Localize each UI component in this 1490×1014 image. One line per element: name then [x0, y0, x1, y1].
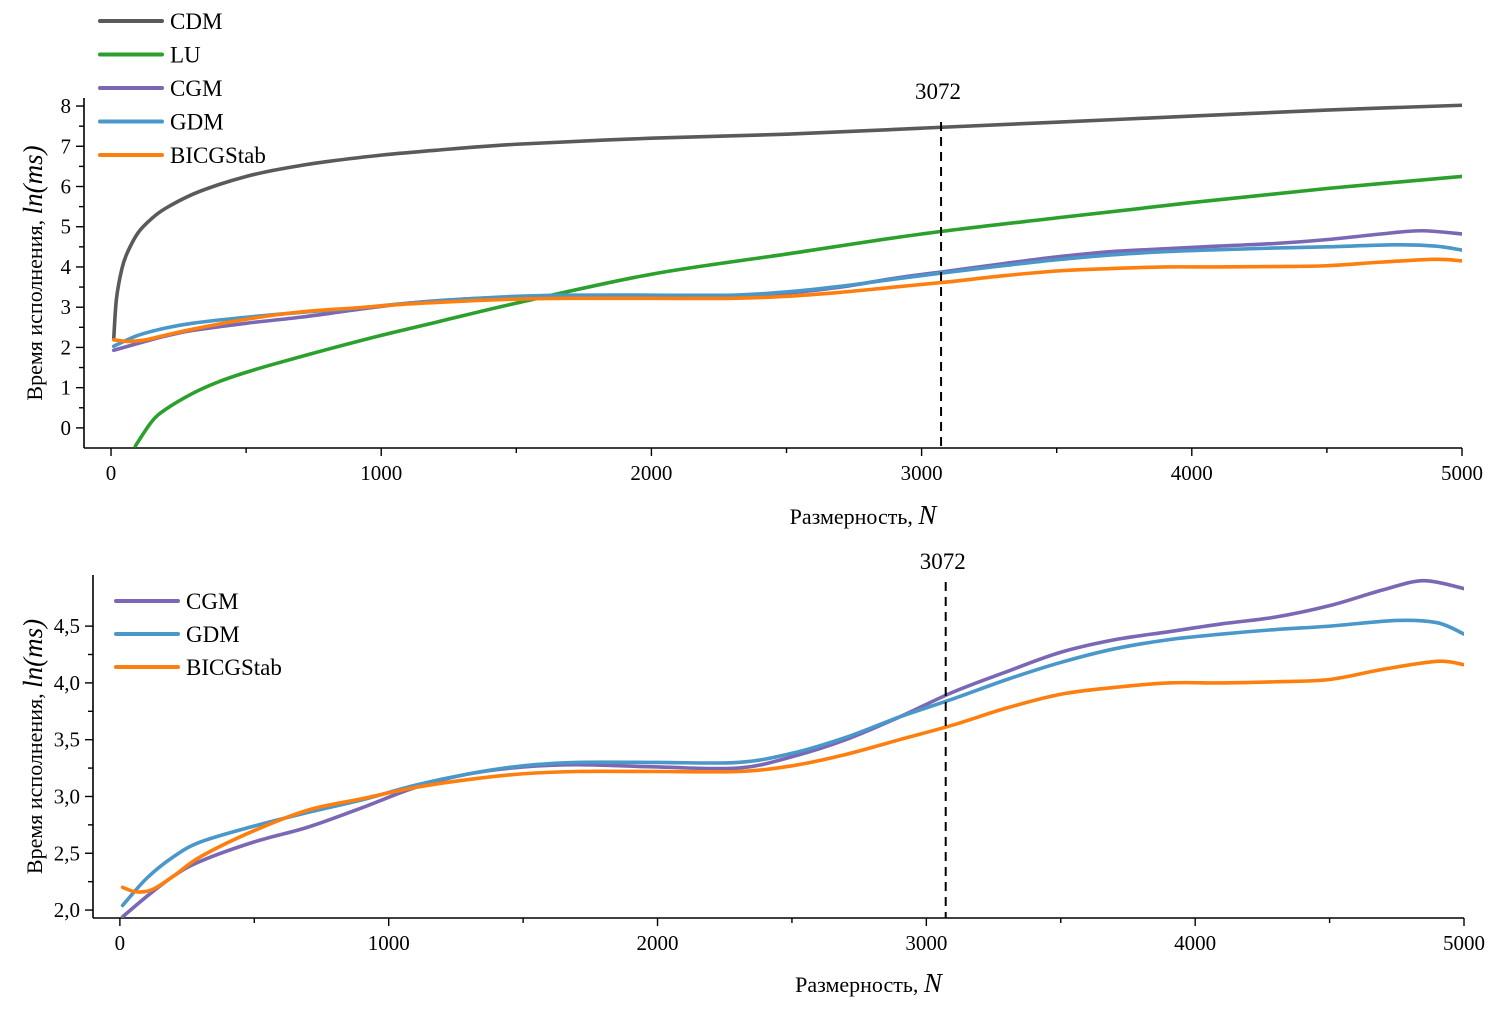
y-axis-title: Время исполнения, ln(ms)	[18, 619, 48, 874]
y-tick-label: 2,5	[54, 841, 80, 865]
x-tick-label: 1000	[360, 461, 402, 485]
x-axis-title-text: Размерность,	[795, 972, 924, 997]
x-axis-title: Размерность, N	[795, 968, 944, 998]
x-tick-label: 3000	[905, 931, 947, 955]
y-tick-label: 4,0	[54, 671, 80, 695]
y-tick-label: 3	[61, 295, 72, 319]
y-tick-label: 5	[61, 215, 72, 239]
y-tick-label: 2,0	[54, 898, 80, 922]
y-tick-label: 4	[61, 255, 72, 279]
y-tick-label: 6	[61, 175, 72, 199]
chart-panel-2: 0 1000 2000 3000 4000 5000 2,0 2,5 3,0 3,5 4,0 4,5 Р…	[18, 549, 1485, 998]
legend-label-gdm: GDM	[186, 622, 240, 647]
x-tick-label: 0	[106, 461, 117, 485]
chart-panel-1: 0 1000 2000 3000 4000 5000 0 1 2 3 4 5 6 7 8 Размерност…	[18, 9, 1483, 530]
y-tick-label: 4,5	[54, 614, 80, 638]
y-tick-label: 8	[61, 94, 72, 118]
y-tick-label: 1	[61, 376, 72, 400]
x-tick-label: 4000	[1174, 931, 1216, 955]
y-axis-title-text: Время исполнения,	[22, 214, 47, 400]
y-tick-label: 3,5	[54, 728, 80, 752]
x-axis-title-variable: N	[917, 500, 938, 530]
legend-label-bicgstab: BICGStab	[170, 143, 266, 168]
series-line-cdm	[111, 103, 1462, 342]
series-group	[120, 578, 1464, 918]
y-axis-title-variable: ln(ms)	[18, 619, 48, 688]
legend-label-cdm: CDM	[170, 9, 222, 34]
series-group	[111, 103, 1462, 448]
x-axis-title-text: Размерность,	[790, 504, 919, 529]
x-tick-label: 5000	[1441, 461, 1483, 485]
x-tick-label: 1000	[368, 931, 410, 955]
y-tick-label: 0	[61, 416, 72, 440]
x-tick-label: 5000	[1443, 931, 1485, 955]
legend-label-bicgstab: BICGStab	[186, 655, 282, 680]
y-axis-title-variable: ln(ms)	[18, 145, 48, 214]
x-tick-label: 0	[115, 931, 126, 955]
y-axis-title: Время исполнения, ln(ms)	[18, 145, 48, 400]
y-tick-label: 7	[61, 134, 72, 158]
x-axis-title: Размерность, N	[790, 500, 939, 530]
series-line-lu	[133, 174, 1462, 448]
x-axis-title-variable: N	[923, 968, 944, 998]
series-line-bicgstab	[111, 257, 1462, 344]
legend-label-cgm: CGM	[186, 589, 238, 614]
y-tick-label: 3,0	[54, 784, 80, 808]
series-line-gdm	[120, 618, 1464, 908]
reference-line-label: 3072	[915, 79, 961, 104]
x-tick-label: 4000	[1171, 461, 1213, 485]
legend-label-cgm: CGM	[170, 76, 222, 101]
x-tick-label: 2000	[630, 461, 672, 485]
series-line-cgm	[120, 578, 1464, 918]
legend-label-lu: LU	[170, 43, 201, 68]
y-axis-title-text: Время исполнения,	[22, 688, 47, 874]
reference-line-label: 3072	[920, 549, 966, 574]
x-tick-label: 2000	[637, 931, 679, 955]
x-tick-label: 3000	[901, 461, 943, 485]
series-line-bicgstab	[120, 659, 1464, 894]
legend: CGM GDM BICGStab	[114, 589, 282, 680]
legend: CDM LU CGM GDM BICGStab	[98, 9, 266, 168]
y-tick-label: 2	[61, 335, 72, 359]
legend-label-gdm: GDM	[170, 110, 224, 135]
